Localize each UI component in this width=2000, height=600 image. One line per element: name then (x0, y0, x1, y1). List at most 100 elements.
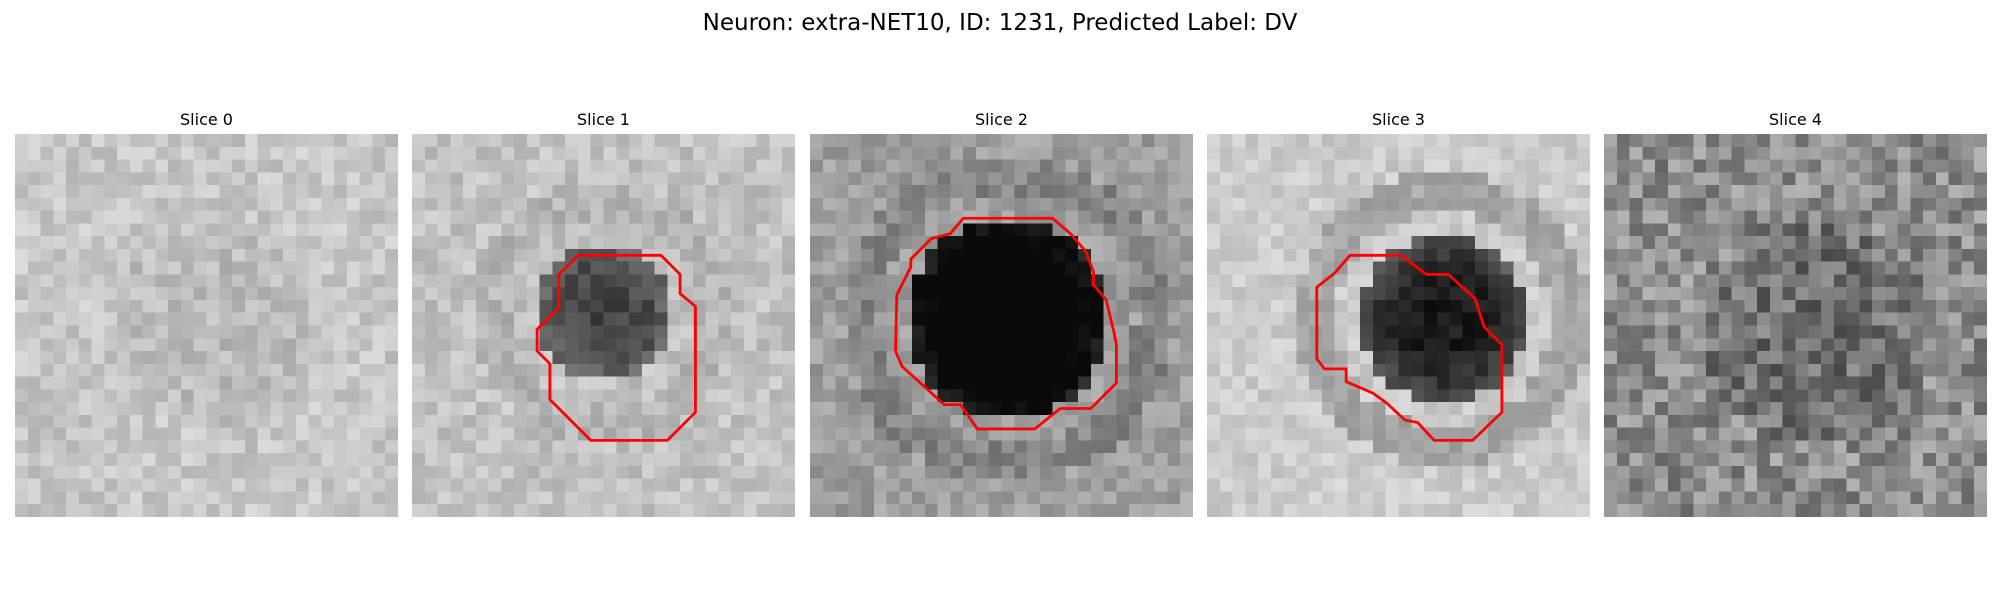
pixel (1449, 376, 1463, 390)
pixel (270, 491, 284, 505)
pixel (1948, 197, 1962, 211)
pixel (810, 134, 823, 147)
pixel (78, 402, 92, 415)
pixel (501, 312, 515, 326)
pixel (1718, 465, 1732, 479)
pixel (848, 504, 862, 517)
pixel (1795, 414, 1809, 428)
pixel (782, 197, 795, 211)
pixel (1744, 440, 1758, 454)
pixel (565, 236, 578, 249)
pixel (667, 210, 681, 224)
pixel (1116, 504, 1130, 517)
pixel (1090, 134, 1104, 147)
pixel (1897, 478, 1911, 492)
pixel (488, 197, 502, 211)
pixel (66, 185, 79, 198)
pixel (654, 223, 668, 237)
pixel (1090, 351, 1104, 364)
pixel (1347, 197, 1361, 211)
pixel (667, 223, 681, 237)
pixel (129, 363, 143, 377)
pixel (283, 274, 296, 288)
pixel (1884, 236, 1898, 249)
pixel (1052, 453, 1066, 466)
pixel (565, 427, 578, 441)
pixel (1935, 325, 1949, 339)
pixel (1039, 453, 1053, 466)
pixel (40, 287, 54, 300)
pixel (603, 146, 617, 160)
pixel (950, 504, 964, 517)
pixel (1604, 223, 1617, 237)
pixel (412, 414, 425, 428)
pixel (1283, 287, 1297, 300)
pixel (692, 197, 706, 211)
pixel (1846, 146, 1860, 160)
pixel (180, 172, 194, 186)
pixel (1884, 134, 1898, 147)
pixel (861, 491, 874, 505)
pixel (565, 389, 578, 403)
pixel (129, 440, 143, 454)
pixel (437, 504, 451, 517)
pixel (873, 478, 887, 492)
pixel (1769, 325, 1783, 339)
pixel (1180, 197, 1193, 211)
pixel (1180, 236, 1193, 249)
pixel (1744, 414, 1758, 428)
pixel (1642, 363, 1656, 377)
pixel (1232, 287, 1246, 300)
pixel (1846, 427, 1860, 441)
pixel (1974, 465, 1987, 479)
pixel (899, 197, 913, 211)
pixel (565, 453, 578, 466)
pixel (1487, 465, 1501, 479)
pixel (1347, 427, 1361, 441)
pixel (912, 440, 925, 454)
pixel (718, 146, 732, 160)
pixel (769, 172, 783, 186)
pixel (1258, 402, 1271, 415)
pixel (257, 325, 271, 339)
pixel (372, 185, 386, 198)
pixel (835, 159, 849, 173)
pixel (359, 172, 373, 186)
pixel (463, 376, 476, 390)
pixel (1129, 427, 1142, 441)
pixel (1667, 504, 1681, 517)
pixel (1154, 299, 1168, 313)
pixel (244, 402, 258, 415)
pixel (1449, 363, 1463, 377)
pixel (975, 172, 989, 186)
pixel (40, 402, 54, 415)
pixel (1167, 478, 1181, 492)
pixel (1859, 134, 1873, 147)
pixel (283, 338, 296, 352)
pixel (283, 159, 296, 173)
pixel (629, 236, 642, 249)
pixel (1167, 197, 1181, 211)
pixel (873, 248, 887, 262)
pixel (1859, 376, 1873, 390)
pixel (117, 389, 130, 403)
pixel (1782, 287, 1796, 300)
pixel (206, 325, 220, 339)
pixel (1001, 402, 1015, 415)
pixel (1551, 491, 1565, 505)
pixel (1372, 146, 1386, 160)
pixel (603, 389, 617, 403)
pixel (1859, 236, 1873, 249)
pixel (1436, 146, 1450, 160)
pixel (1039, 478, 1053, 492)
pixel (963, 146, 976, 160)
pixel (1385, 465, 1399, 479)
pixel (641, 312, 655, 326)
pixel (924, 185, 938, 198)
pixel (463, 363, 476, 377)
slice-image (810, 134, 1193, 517)
pixel (705, 287, 719, 300)
pixel (1078, 453, 1091, 466)
pixel (514, 210, 527, 224)
pixel (1500, 197, 1514, 211)
